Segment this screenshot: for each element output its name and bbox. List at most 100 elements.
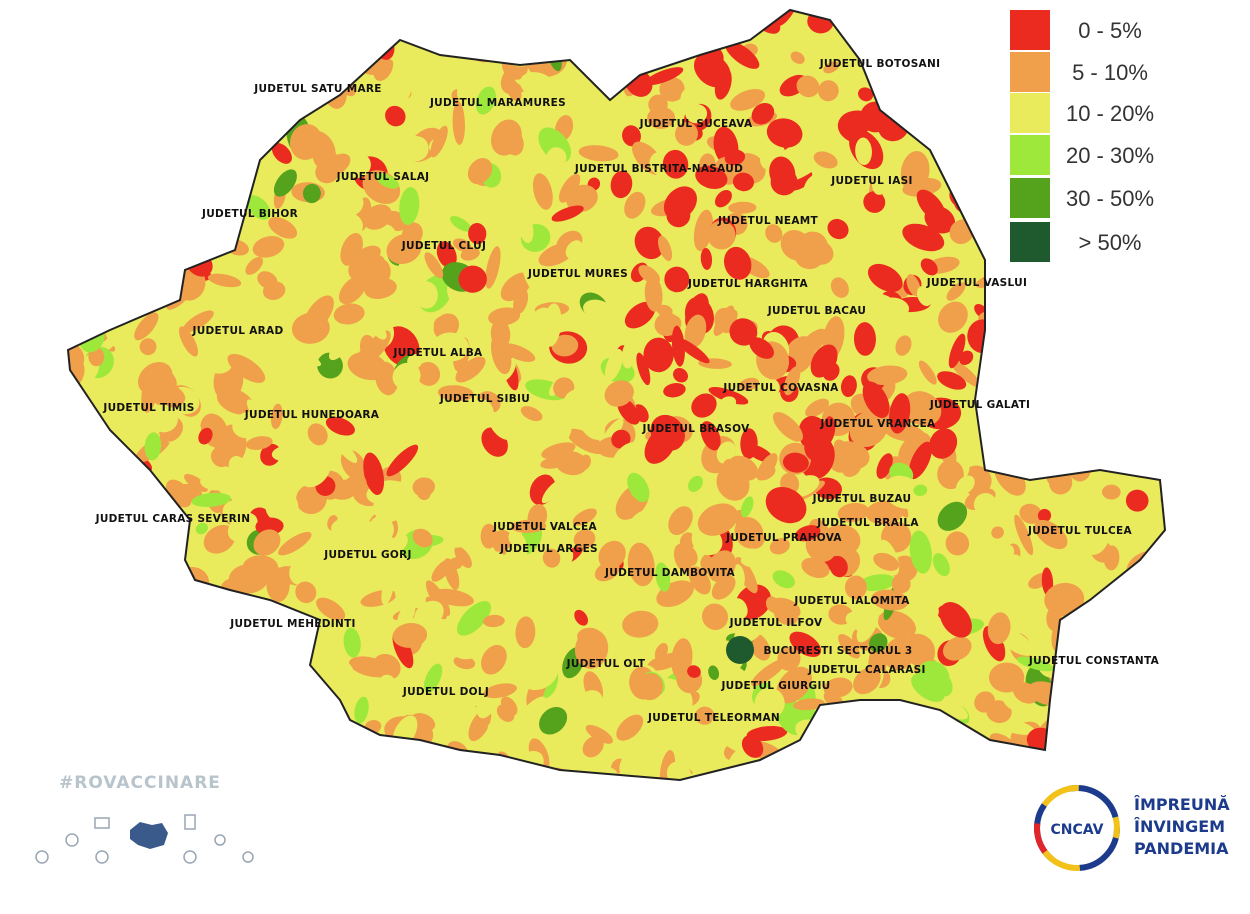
map-patch xyxy=(126,596,162,635)
map-patch xyxy=(147,10,162,17)
map-patch xyxy=(407,418,433,444)
county-label: JUDETUL OLT xyxy=(566,658,646,670)
map-patch xyxy=(571,10,583,14)
county-label: JUDETUL MURES xyxy=(527,268,628,280)
map-patch xyxy=(76,465,109,487)
map-patch xyxy=(906,633,935,661)
map-patch xyxy=(769,156,796,190)
map-patch xyxy=(532,173,553,210)
map-patch xyxy=(947,54,965,75)
map-patch xyxy=(363,452,385,495)
map-patch xyxy=(829,555,848,578)
map-patch xyxy=(663,383,686,398)
map-patch xyxy=(112,209,139,233)
county-label: JUDETUL SIBIU xyxy=(439,393,530,405)
logo-line: ÎNVINGEM xyxy=(1134,817,1225,836)
map-patch xyxy=(153,735,182,761)
county-label: JUDETUL MARAMURES xyxy=(429,97,566,109)
map-patch xyxy=(286,11,305,28)
map-patch xyxy=(1119,772,1150,780)
map-patch xyxy=(616,714,644,741)
map-patch xyxy=(436,241,457,269)
map-patch xyxy=(704,10,737,26)
map-patch xyxy=(734,10,761,28)
map-patch xyxy=(165,715,200,747)
map-patch xyxy=(75,97,107,116)
map-patch xyxy=(615,35,633,66)
map-patch xyxy=(447,557,464,570)
map-patch xyxy=(499,15,524,38)
map-patch xyxy=(716,465,750,501)
map-patch xyxy=(1116,424,1128,445)
map-patch xyxy=(157,191,174,226)
map-patch xyxy=(974,17,994,35)
map-patch xyxy=(838,633,861,659)
county-label: JUDETUL MEHEDINTI xyxy=(229,618,356,630)
map-patch xyxy=(68,157,95,192)
county-label: JUDETUL TIMIS xyxy=(102,402,194,414)
map-patch xyxy=(315,774,342,780)
map-patch xyxy=(215,724,230,752)
map-patch xyxy=(1081,674,1114,698)
map-patch xyxy=(277,52,308,80)
map-patch xyxy=(1095,397,1116,413)
map-patch xyxy=(268,732,285,759)
map-patch xyxy=(135,680,169,700)
map-patch xyxy=(252,235,285,258)
map-patch xyxy=(960,86,988,127)
map-patch xyxy=(227,353,266,383)
map-patch xyxy=(726,636,754,664)
map-patch xyxy=(573,529,596,549)
map-patch xyxy=(91,702,117,731)
map-patch xyxy=(756,453,778,481)
map-patch xyxy=(270,15,290,42)
map-patch xyxy=(610,170,633,199)
map-patch xyxy=(700,247,713,270)
map-patch xyxy=(327,567,344,592)
map-patch xyxy=(645,67,684,86)
map-patch xyxy=(796,75,820,98)
map-patch xyxy=(1021,444,1048,467)
map-patch xyxy=(734,517,764,549)
map-patch xyxy=(270,403,283,430)
map-patch xyxy=(607,632,633,656)
map-patch xyxy=(515,616,536,649)
map-patch xyxy=(906,274,921,297)
map-patch xyxy=(201,164,221,185)
map-patch xyxy=(76,125,116,149)
map-patch xyxy=(818,80,839,102)
county-label: JUDETUL IASI xyxy=(830,175,912,187)
map-patch xyxy=(510,10,539,33)
map-patch xyxy=(730,89,766,111)
map-patch xyxy=(406,778,431,780)
map-patch xyxy=(969,13,989,31)
map-patch xyxy=(110,543,143,575)
map-patch xyxy=(139,338,157,356)
map-patch xyxy=(176,213,192,227)
map-patch xyxy=(941,126,986,162)
map-patch xyxy=(386,233,422,265)
map-patch xyxy=(367,10,399,28)
map-patch xyxy=(134,65,173,97)
map-patch xyxy=(701,603,729,630)
county-label: JUDETUL VRANCEA xyxy=(820,418,937,430)
map-patch xyxy=(302,183,321,204)
map-patch xyxy=(636,672,664,701)
map-patch xyxy=(403,135,429,162)
map-patch xyxy=(129,670,167,703)
map-patch xyxy=(724,246,752,280)
map-patch xyxy=(371,322,387,340)
map-patch xyxy=(955,475,975,495)
map-patch xyxy=(1134,353,1165,392)
map-patch xyxy=(1072,622,1095,644)
map-patch xyxy=(375,778,405,780)
map-patch xyxy=(1125,489,1149,512)
map-patch xyxy=(597,29,631,56)
map-patch xyxy=(909,530,932,574)
map-patch xyxy=(731,598,748,619)
map-patch xyxy=(200,475,227,491)
map-patch xyxy=(333,772,362,780)
map-patch xyxy=(830,277,849,298)
map-patch xyxy=(583,299,613,320)
